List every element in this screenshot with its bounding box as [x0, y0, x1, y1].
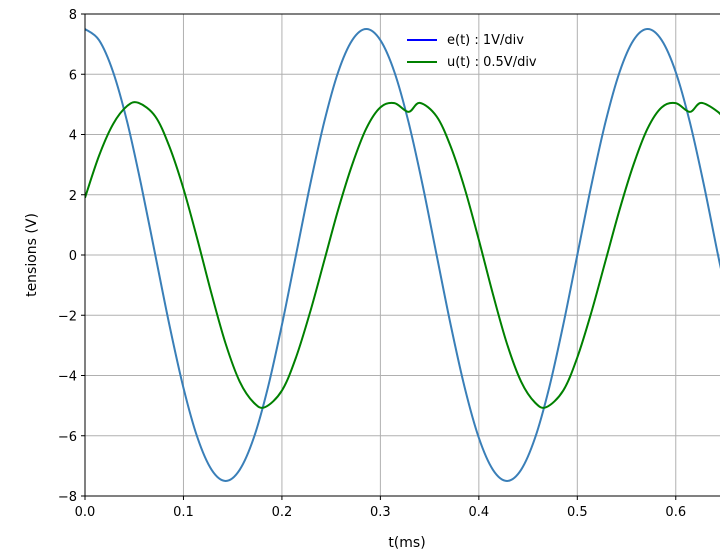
x-axis-ticks: 0.0 0.1 0.2 0.3 0.4 0.5 0.6	[75, 496, 686, 520]
legend-label-u: u(t) : 0.5V/div	[447, 55, 537, 70]
y-tick-label-1: −6	[58, 430, 77, 445]
x-axis-label: t(ms)	[388, 535, 425, 551]
series-line-0	[85, 28, 720, 482]
y-tick-label-5: 2	[69, 189, 77, 204]
y-tick-label-7: 6	[69, 68, 77, 83]
x-tick-label-4: 0.4	[469, 505, 490, 520]
y-axis-label: tensions (V)	[24, 213, 40, 297]
x-tick-label-0: 0.0	[75, 505, 96, 520]
y-axis-ticks: −8 −6 −4 −2 0 2 4 6 8	[58, 8, 85, 505]
y-tick-label-4: 0	[69, 249, 77, 264]
y-tick-label-8: 8	[69, 8, 77, 23]
x-tick-label-3: 0.3	[370, 505, 391, 520]
y-tick-label-2: −4	[58, 370, 77, 385]
legend-label-e: e(t) : 1V/div	[447, 33, 524, 48]
y-tick-label-0: −8	[58, 490, 77, 505]
x-tick-label-6: 0.6	[665, 505, 686, 520]
x-tick-label-2: 0.2	[272, 505, 293, 520]
x-tick-label-5: 0.5	[567, 505, 588, 520]
series-layer	[85, 28, 720, 482]
y-tick-label-6: 4	[69, 129, 77, 144]
legend: e(t) : 1V/div u(t) : 0.5V/div	[407, 33, 537, 70]
series-line-1	[85, 101, 720, 409]
y-tick-label-3: −2	[58, 309, 77, 324]
x-tick-label-1: 0.1	[173, 505, 194, 520]
